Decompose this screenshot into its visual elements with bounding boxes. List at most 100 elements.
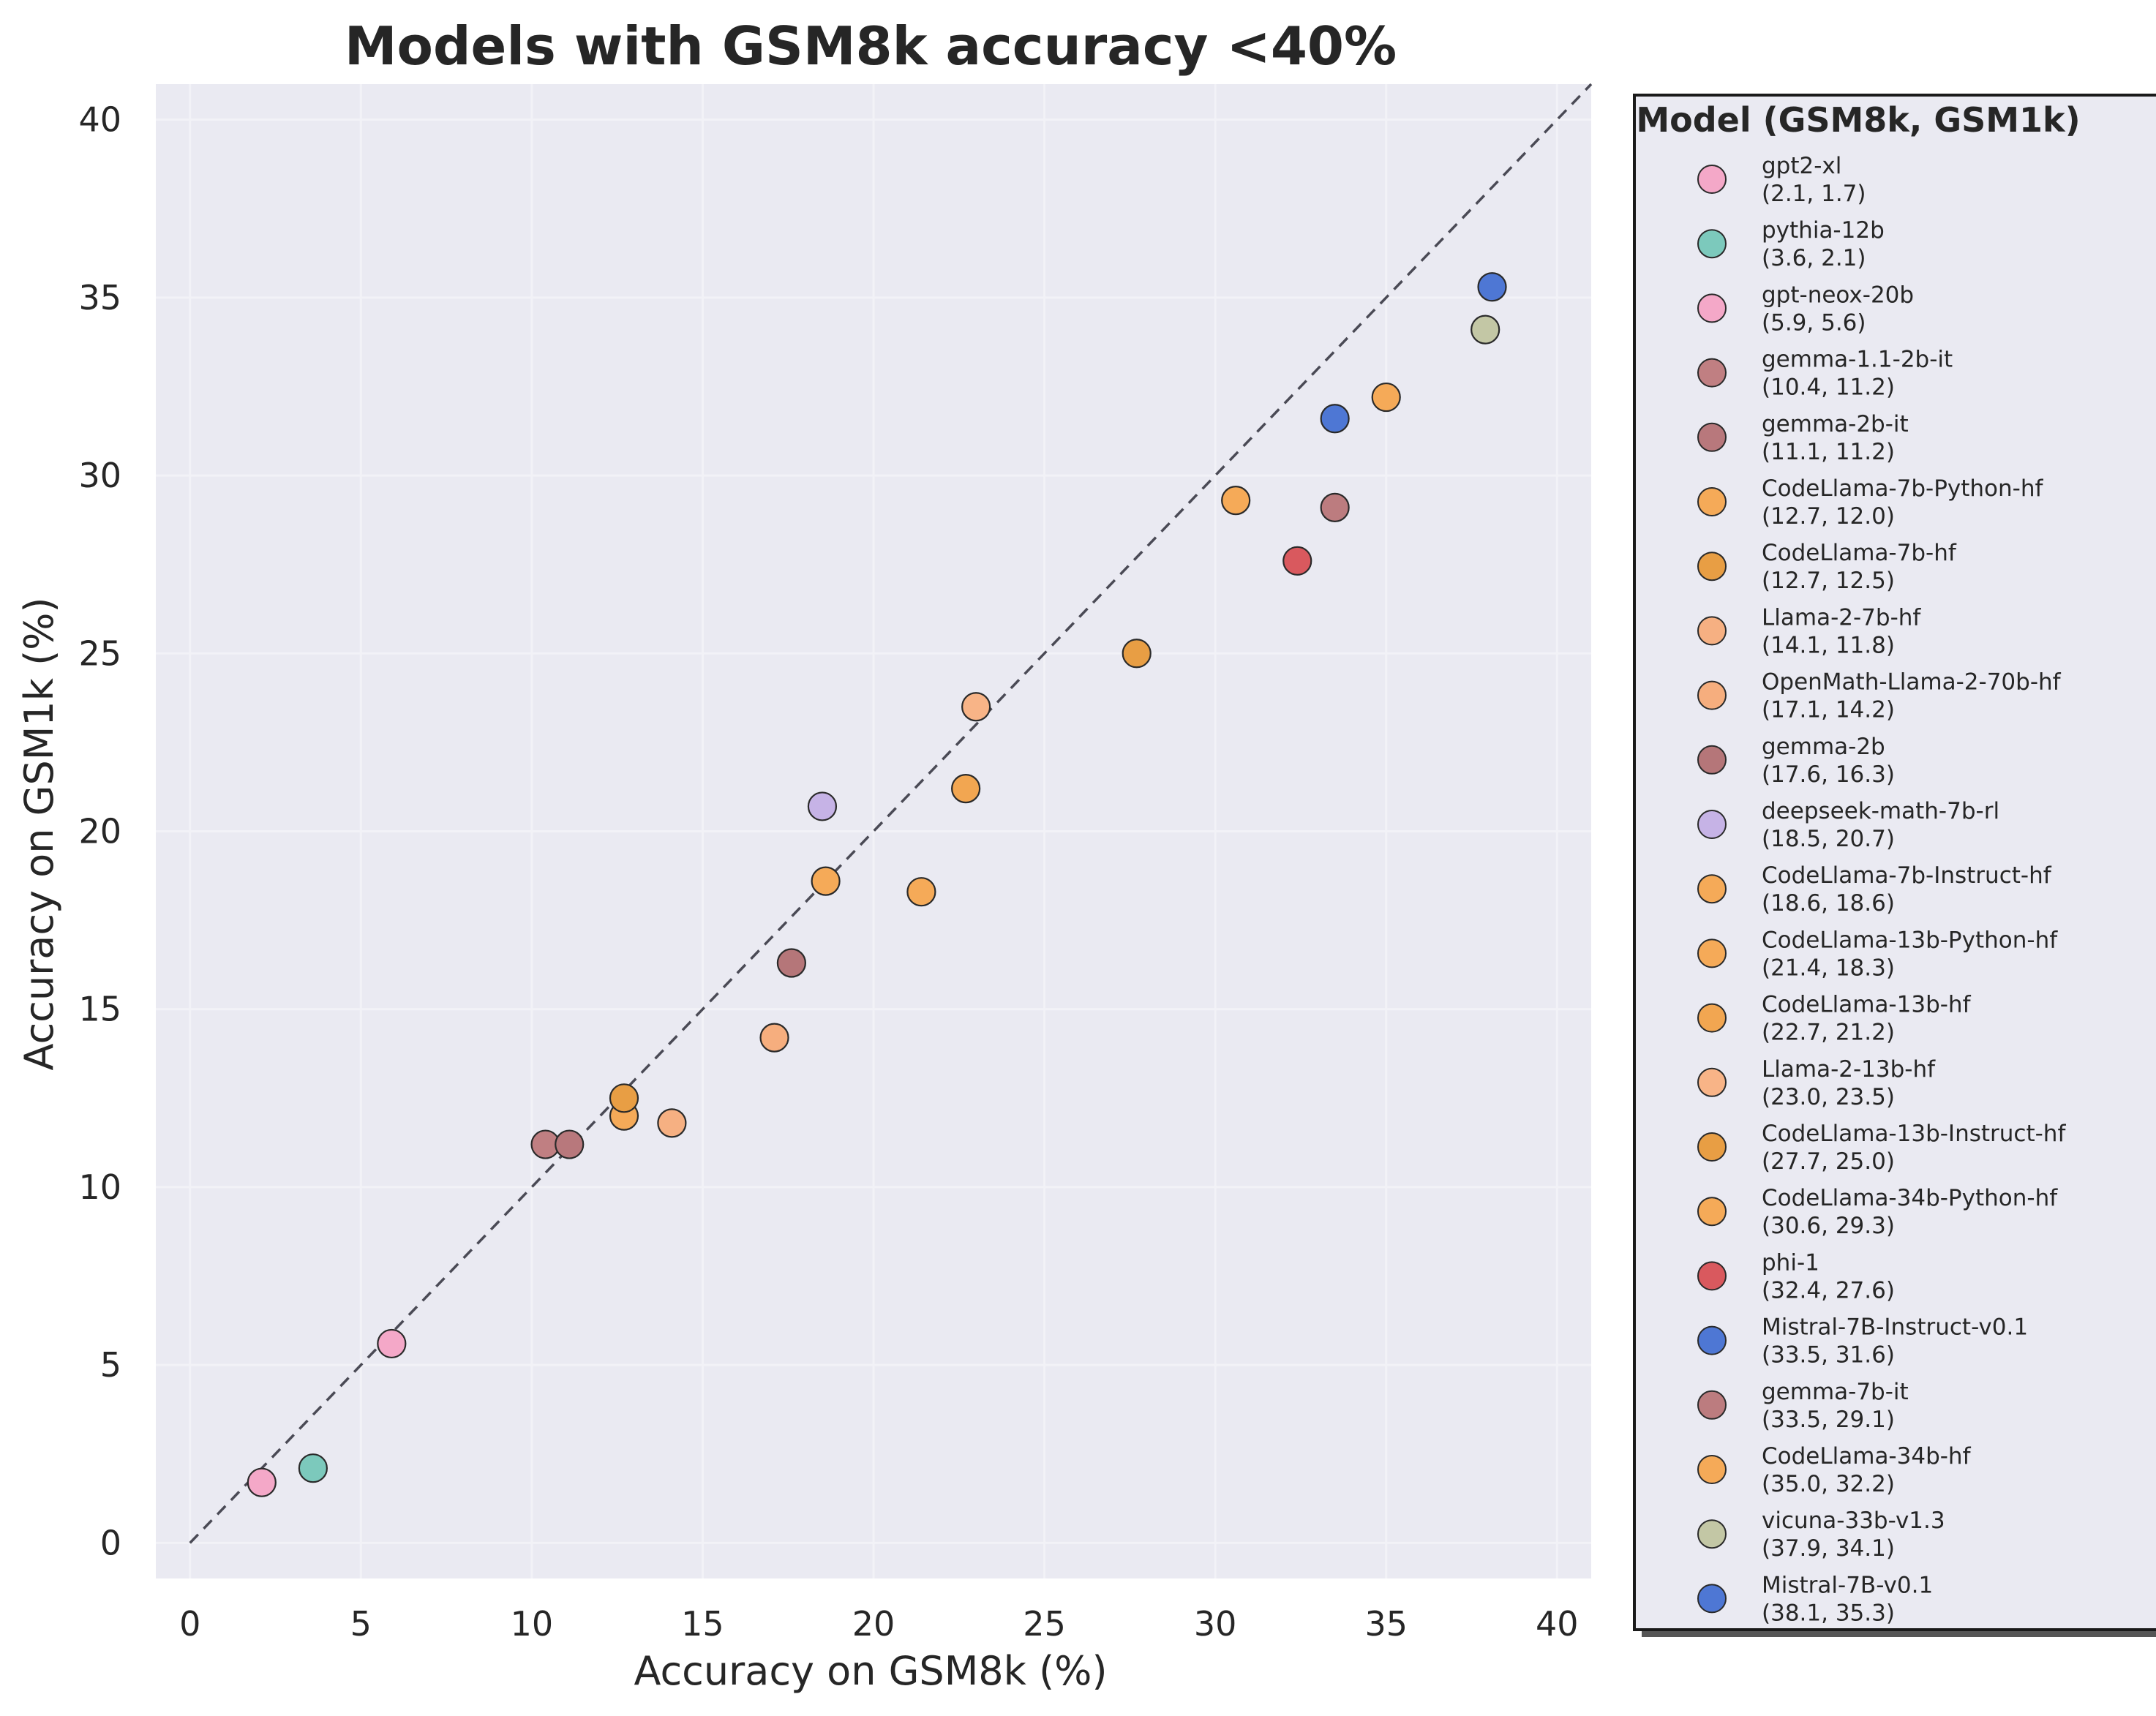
legend-entry: gemma-2b-it(11.1, 11.2) [1697, 411, 1909, 465]
data-point-Llama-2-13b-hf [961, 692, 991, 722]
legend: Model (GSM8k, GSM1k) gpt2-xl(2.1, 1.7) py… [1633, 94, 2156, 1637]
legend-model-values: (12.7, 12.0) [1762, 503, 1895, 530]
grid [156, 84, 1591, 1578]
x-tick-label: 25 [1023, 1604, 1066, 1644]
legend-model-name: gemma-7b-it [1762, 1379, 1909, 1405]
legend-model-values: (18.5, 20.7) [1762, 826, 1895, 852]
data-point-Mistral-7B-v0.1 [1477, 272, 1507, 302]
legend-model-values: (21.4, 18.3) [1762, 955, 1895, 981]
legend-entry: deepseek-math-7b-rl(18.5, 20.7) [1697, 798, 1999, 852]
legend-entry: Mistral-7B-Instruct-v0.1(33.5, 31.6) [1697, 1314, 2028, 1369]
legend-model-name: CodeLlama-13b-Instruct-hf [1762, 1121, 2066, 1147]
legend-entry: CodeLlama-7b-Instruct-hf(18.6, 18.6) [1697, 862, 2052, 917]
x-axis-label: Accuracy on GSM8k (%) [634, 1648, 1107, 1694]
data-point-CodeLlama-13b-hf [951, 774, 981, 804]
data-point-deepseek-math-7b-rl [807, 791, 838, 821]
legend-entry: CodeLlama-34b-hf(35.0, 32.2) [1697, 1443, 1972, 1497]
legend-model-name: deepseek-math-7b-rl [1762, 798, 1999, 824]
chart-title: Models with GSM8k accuracy <40% [345, 15, 1397, 77]
legend-model-values: (38.1, 35.3) [1762, 1600, 1895, 1626]
data-point-OpenMath-Llama-2-70b-hf [759, 1023, 789, 1053]
legend-entry: phi-1(32.4, 27.6) [1697, 1249, 1895, 1303]
legend-model-values: (27.7, 25.0) [1762, 1148, 1895, 1175]
legend-model-values: (14.1, 11.8) [1762, 632, 1895, 658]
legend-model-name: Mistral-7B-Instruct-v0.1 [1762, 1314, 2028, 1341]
data-point-gemma-2b-it [555, 1129, 585, 1159]
y-tick-label: 30 [78, 456, 121, 495]
legend-model-values: (32.4, 27.6) [1762, 1277, 1895, 1303]
x-tick-label: 0 [179, 1604, 200, 1644]
legend-marker [1697, 1390, 1727, 1420]
legend-model-name: gpt2-xl [1762, 153, 1841, 179]
legend-entry: Mistral-7B-v0.1(38.1, 35.3) [1697, 1572, 1933, 1626]
legend-model-name: CodeLlama-7b-Instruct-hf [1762, 862, 2052, 889]
y-axis-label: Accuracy on GSM1k (%) [16, 597, 62, 1070]
legend-marker [1697, 358, 1727, 388]
legend-entry: gemma-7b-it(33.5, 29.1) [1697, 1379, 1909, 1433]
legend-entry: gpt-neox-20b(5.9, 5.6) [1697, 282, 1914, 336]
legend-marker [1697, 938, 1727, 968]
data-point-gemma-7b-it [1320, 492, 1350, 522]
legend-marker [1697, 810, 1727, 839]
legend-marker [1697, 552, 1727, 582]
legend-model-values: (5.9, 5.6) [1762, 309, 1866, 336]
y-tick-label: 40 [78, 100, 121, 140]
legend-model-name: phi-1 [1762, 1249, 1819, 1276]
x-tick-label: 15 [681, 1604, 724, 1644]
legend-marker [1697, 293, 1727, 323]
legend-model-name: gemma-1.1-2b-it [1762, 347, 1953, 373]
legend-entry: gemma-1.1-2b-it(10.4, 11.2) [1697, 347, 1953, 401]
data-point-phi-1 [1282, 546, 1312, 576]
data-point-CodeLlama-7b-Instruct-hf [811, 866, 841, 896]
legend-model-values: (12.7, 12.5) [1762, 568, 1895, 594]
legend-model-name: CodeLlama-7b-hf [1762, 540, 1957, 566]
legend-marker [1697, 874, 1727, 904]
legend-entry: CodeLlama-7b-Python-hf(12.7, 12.0) [1697, 475, 2043, 530]
legend-model-name: CodeLlama-7b-Python-hf [1762, 475, 2043, 502]
legend-model-values: (30.6, 29.3) [1762, 1213, 1895, 1239]
legend-model-values: (18.6, 18.6) [1762, 890, 1895, 917]
legend-entry: CodeLlama-13b-Instruct-hf(27.7, 25.0) [1697, 1121, 2066, 1175]
data-point-gemma-2b [776, 948, 806, 978]
y-tick-label: 15 [78, 990, 121, 1029]
legend-model-values: (2.1, 1.7) [1762, 181, 1866, 207]
data-point-CodeLlama-13b-Python-hf [906, 877, 936, 907]
legend-model-values: (22.7, 21.2) [1762, 1020, 1895, 1046]
legend-marker [1697, 680, 1727, 710]
legend-marker [1697, 1003, 1727, 1033]
legend-model-values: (33.5, 29.1) [1762, 1407, 1895, 1433]
legend-model-name: Llama-2-7b-hf [1762, 604, 1921, 631]
x-tick-label: 20 [852, 1604, 895, 1644]
legend-model-name: Mistral-7B-v0.1 [1762, 1572, 1933, 1598]
legend-entry: CodeLlama-34b-Python-hf(30.6, 29.3) [1697, 1185, 2058, 1239]
data-point-CodeLlama-7b-hf [609, 1083, 639, 1113]
legend-model-values: (17.6, 16.3) [1762, 761, 1895, 788]
legend-model-name: CodeLlama-34b-Python-hf [1762, 1185, 2058, 1211]
data-point-gpt2-xl [247, 1467, 277, 1497]
legend-marker [1697, 1261, 1727, 1291]
data-points [247, 272, 1507, 1497]
legend-entry: gpt2-xl(2.1, 1.7) [1697, 153, 1866, 207]
legend-marker [1697, 1519, 1727, 1549]
data-point-CodeLlama-34b-hf [1371, 382, 1401, 413]
legend-marker [1697, 229, 1727, 259]
legend-model-values: (37.9, 34.1) [1762, 1535, 1895, 1562]
x-tick-label: 35 [1364, 1604, 1408, 1644]
legend-entry: CodeLlama-7b-hf(12.7, 12.5) [1697, 540, 1957, 594]
legend-model-name: gemma-2b [1762, 734, 1885, 760]
legend-entry: Llama-2-7b-hf(14.1, 11.8) [1697, 604, 1921, 658]
legend-model-name: CodeLlama-34b-hf [1762, 1443, 1972, 1469]
legend-marker [1697, 1584, 1727, 1614]
x-tick-label: 30 [1194, 1604, 1237, 1644]
data-point-Mistral-7B-Instruct-v0.1 [1320, 404, 1350, 434]
data-point-pythia-12b [298, 1453, 328, 1483]
data-point-gpt-neox-20b [377, 1328, 407, 1359]
y-tick-label: 5 [100, 1345, 121, 1385]
y-axis-ticks: 0 5 10 15 20 25 30 35 40 [78, 100, 121, 1563]
legend-model-name: gemma-2b-it [1762, 411, 1909, 437]
legend-entry: OpenMath-Llama-2-70b-hf(17.1, 14.2) [1697, 669, 2062, 723]
legend-entry: pythia-12b(3.6, 2.1) [1697, 217, 1885, 271]
legend-marker [1697, 616, 1727, 646]
